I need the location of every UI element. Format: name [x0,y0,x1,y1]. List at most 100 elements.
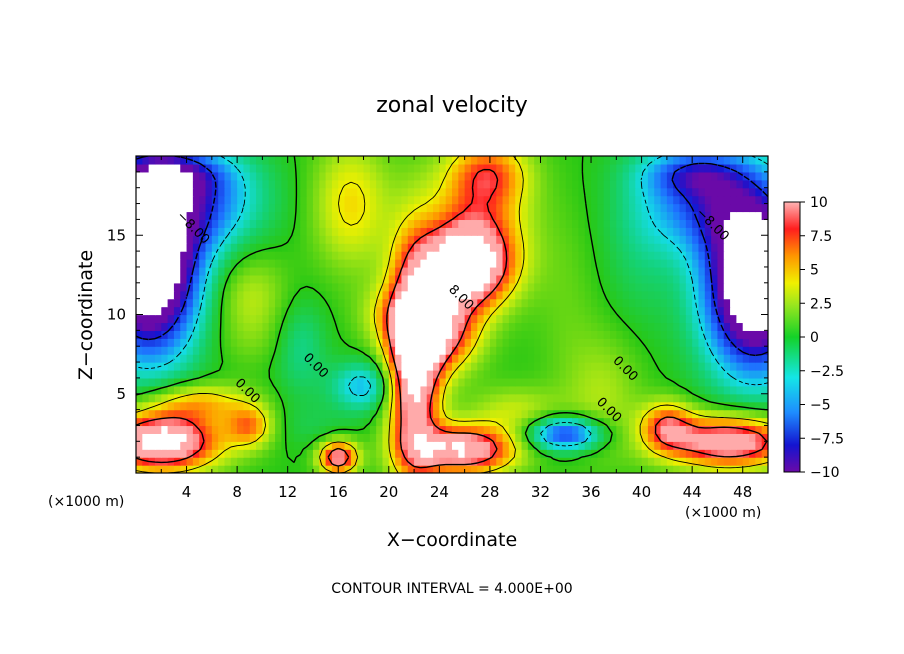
field-cell [344,362,352,371]
field-cell [730,338,737,347]
field-cell [237,449,245,458]
field-cell [540,362,548,371]
field-cell [369,385,377,395]
field-cell [331,171,339,181]
field-cell [369,338,377,347]
field-cell [685,393,693,403]
field-cell [698,243,706,252]
field-cell [237,354,245,363]
field-cell [489,298,497,308]
field-cell [711,243,719,252]
field-cell [136,441,143,450]
field-cell [470,338,478,347]
field-cell [591,290,598,300]
field-cell [635,274,643,284]
field-cell [698,417,706,427]
field-cell [445,179,453,189]
field-cell [736,195,744,205]
field-cell [439,306,447,316]
field-cell [199,417,207,427]
field-cell [142,306,150,316]
field-cell [692,465,700,473]
field-cell [420,441,428,450]
field-cell [521,179,529,189]
field-cell [192,417,200,427]
field-cell [407,354,415,363]
field-cell [508,401,516,411]
field-cell [300,290,308,300]
field-cell [534,338,542,347]
field-cell [401,274,409,284]
field-cell [597,179,605,189]
field-cell [761,274,768,284]
field-cell [350,219,358,228]
field-cell [350,298,358,308]
field-cell [205,179,213,189]
field-cell [344,251,352,260]
field-cell [344,156,352,165]
field-cell [294,243,301,252]
field-cell [704,330,712,339]
field-cell [761,298,768,308]
field-cell [628,282,636,292]
field-cell [395,385,403,395]
field-cell [572,235,579,244]
field-cell [294,298,301,308]
colorbar-tick-label: 2.5 [810,296,832,312]
field-cell [319,338,327,347]
field-cell [755,385,763,395]
field-cell [237,227,245,236]
field-cell [300,393,308,403]
field-cell [502,377,510,387]
field-cell [376,385,384,395]
field-cell [281,282,289,292]
field-cell [666,227,674,236]
field-cell [546,385,554,395]
field-cell [711,203,719,213]
field-cell [363,330,371,339]
field-cell [464,346,472,355]
field-cell [414,425,421,434]
field-cell [331,385,339,395]
field-cell [388,433,396,442]
field-cell [420,330,428,339]
field-cell [679,465,687,473]
field-cell [407,251,415,260]
field-cell [439,417,447,427]
field-cell [420,338,428,347]
field-cell [666,385,674,395]
field-cell [483,314,491,324]
field-cell [603,306,611,316]
field-cell [685,377,693,387]
field-cell [426,377,434,387]
field-cell [249,425,257,434]
field-cell [205,449,213,458]
field-cell [205,274,213,284]
field-cell [243,417,251,427]
field-cell [173,433,181,442]
field-cell [749,457,756,466]
field-cell [224,282,232,292]
field-cell [294,306,301,316]
field-cell [249,306,257,316]
field-cell [224,417,232,427]
field-cell [502,298,510,308]
field-cell [635,314,643,324]
field-cell [749,369,756,379]
field-cell [534,385,542,395]
field-cell [275,219,282,228]
field-cell [717,211,725,221]
field-cell [382,251,390,260]
field-cell [534,179,542,189]
field-cell [287,449,295,458]
field-cell [287,274,295,284]
field-cell [496,298,504,308]
field-cell [331,203,339,213]
field-cell [376,298,384,308]
field-cell [148,203,156,213]
field-cell [154,266,162,276]
field-cell [148,211,156,221]
field-cell [527,203,535,213]
field-cell [142,274,150,284]
field-cell [281,266,289,276]
